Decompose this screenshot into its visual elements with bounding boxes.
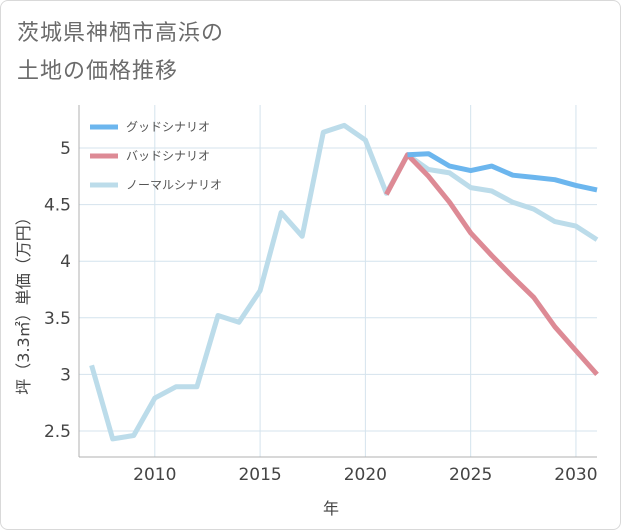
legend-label-good: グッドシナリオ bbox=[126, 120, 210, 134]
x-tick-labels: 2010 2015 2020 2025 2030 bbox=[133, 465, 597, 485]
y-tick-label: 3 bbox=[60, 365, 71, 385]
y-tick-label: 5 bbox=[60, 139, 71, 159]
series-lines bbox=[89, 122, 599, 442]
x-tick-label: 2025 bbox=[449, 465, 492, 485]
series-line-normal bbox=[89, 122, 599, 442]
y-tick-label: 3.5 bbox=[44, 309, 71, 329]
x-tick-label: 2015 bbox=[238, 465, 281, 485]
chart-title-line-1: 茨城県神栖市高浜の bbox=[17, 21, 225, 46]
x-axis-label: 年 bbox=[323, 499, 339, 518]
axes bbox=[78, 105, 597, 458]
y-tick-labels: 2.5 3 3.5 4 4.5 5 bbox=[44, 139, 71, 442]
y-tick-label: 4 bbox=[60, 252, 71, 272]
series-line-good bbox=[407, 151, 598, 193]
chart-title-line-2: 土地の価格推移 bbox=[17, 59, 179, 84]
x-tick-label: 2030 bbox=[554, 465, 597, 485]
y-axis-label: 坪（3.3㎡）単価（万円） bbox=[14, 209, 33, 394]
legend-label-bad: バッドシナリオ bbox=[126, 149, 210, 163]
x-tick-label: 2020 bbox=[344, 465, 387, 485]
y-tick-label: 4.5 bbox=[44, 196, 71, 216]
series-line-bad bbox=[384, 152, 599, 377]
legend-label-normal: ノーマルシナリオ bbox=[126, 178, 222, 192]
y-tick-label: 2.5 bbox=[44, 422, 71, 442]
x-tick-label: 2010 bbox=[133, 465, 176, 485]
